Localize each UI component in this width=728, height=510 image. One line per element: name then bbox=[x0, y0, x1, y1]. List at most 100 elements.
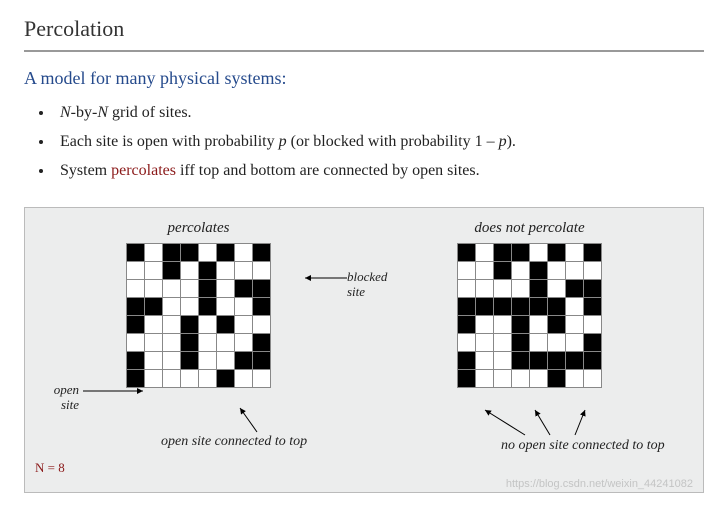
grid-cell bbox=[181, 244, 199, 262]
grid-no-percolate: does not percolate bbox=[457, 220, 602, 388]
bullet-1-post: grid of sites. bbox=[108, 104, 192, 121]
grid-cell bbox=[566, 280, 584, 298]
not-connected-label: no open site connected to top bbox=[501, 438, 665, 454]
grid-cell bbox=[530, 262, 548, 280]
grid-cell bbox=[584, 352, 602, 370]
grid-cell bbox=[235, 244, 253, 262]
grid-cell bbox=[458, 262, 476, 280]
grid-cell bbox=[127, 262, 145, 280]
grid-cell bbox=[145, 262, 163, 280]
grid-cell bbox=[458, 352, 476, 370]
grid-cell bbox=[512, 280, 530, 298]
bullet-2-p: p bbox=[279, 133, 287, 150]
grid-cell bbox=[512, 352, 530, 370]
grid-cell bbox=[530, 370, 548, 388]
grid-cell bbox=[458, 370, 476, 388]
grid-cell bbox=[566, 352, 584, 370]
grid-cell bbox=[163, 262, 181, 280]
grid-cell bbox=[163, 352, 181, 370]
grid-cell bbox=[476, 262, 494, 280]
grid-cell bbox=[512, 334, 530, 352]
grid-cell bbox=[163, 280, 181, 298]
grid-cell bbox=[181, 370, 199, 388]
grid-cell bbox=[217, 298, 235, 316]
grid-cell bbox=[548, 280, 566, 298]
grid-cell bbox=[199, 334, 217, 352]
bullet-2-p2: p bbox=[499, 133, 507, 150]
bullet-3: System percolates iff top and bottom are… bbox=[54, 157, 704, 186]
bullet-3-post: iff top and bottom are connected by open… bbox=[176, 162, 480, 179]
grid-cell bbox=[235, 280, 253, 298]
grid-cell bbox=[548, 334, 566, 352]
grid-cell bbox=[494, 280, 512, 298]
grid-cell bbox=[458, 298, 476, 316]
grid-cell bbox=[163, 334, 181, 352]
bullet-2: Each site is open with probability p (or… bbox=[54, 128, 704, 157]
grid-cell bbox=[476, 370, 494, 388]
grid-cell bbox=[145, 298, 163, 316]
grid-cell bbox=[145, 370, 163, 388]
grid-cell bbox=[530, 298, 548, 316]
grid-cell bbox=[530, 316, 548, 334]
grid-cell bbox=[145, 334, 163, 352]
grid-cell bbox=[458, 316, 476, 334]
grid-cell bbox=[494, 262, 512, 280]
grid-cell bbox=[199, 352, 217, 370]
grid-cell bbox=[494, 298, 512, 316]
grid-cell bbox=[253, 298, 271, 316]
grid-cell bbox=[199, 298, 217, 316]
grid-cell bbox=[584, 316, 602, 334]
grid-cell bbox=[235, 262, 253, 280]
grid-cell bbox=[584, 334, 602, 352]
grid-cell bbox=[163, 370, 181, 388]
grid-cell bbox=[548, 262, 566, 280]
grid-cell bbox=[458, 244, 476, 262]
grid-cell bbox=[584, 244, 602, 262]
bullet-2-post: ). bbox=[507, 133, 516, 150]
grid-cell bbox=[548, 298, 566, 316]
grid-cell bbox=[512, 262, 530, 280]
watermark: https://blog.csdn.net/weixin_44241082 bbox=[506, 478, 693, 490]
grid-cell bbox=[181, 298, 199, 316]
grid-cell bbox=[566, 298, 584, 316]
grid-cell bbox=[548, 316, 566, 334]
grid-cell bbox=[584, 370, 602, 388]
grid-cell bbox=[235, 298, 253, 316]
grid-2-title: does not percolate bbox=[457, 220, 602, 237]
grid-cell bbox=[127, 298, 145, 316]
grid-cell bbox=[235, 334, 253, 352]
bullet-3-pre: System bbox=[60, 162, 111, 179]
bullet-1-mid: -by- bbox=[71, 104, 98, 121]
grid-cell bbox=[127, 244, 145, 262]
grid-cell bbox=[512, 316, 530, 334]
grid-cell bbox=[476, 280, 494, 298]
bullet-3-perc: percolates bbox=[111, 162, 176, 179]
bullet-1: N-by-N grid of sites. bbox=[54, 99, 704, 128]
grid-cell bbox=[584, 280, 602, 298]
grid-cell bbox=[512, 298, 530, 316]
grid-cell bbox=[163, 316, 181, 334]
grid-cell bbox=[476, 334, 494, 352]
grid-cell bbox=[494, 370, 512, 388]
grid-cell bbox=[217, 334, 235, 352]
open-site-label: opensite bbox=[23, 383, 79, 412]
figure-panel: percolates does not percolate blockedsit… bbox=[24, 207, 704, 493]
grid-1-title: percolates bbox=[126, 220, 271, 237]
grid-cell bbox=[253, 280, 271, 298]
grid-cell bbox=[217, 370, 235, 388]
grid-cell bbox=[163, 244, 181, 262]
grid-cell bbox=[217, 280, 235, 298]
grid-cell bbox=[548, 352, 566, 370]
grid-cell bbox=[476, 316, 494, 334]
n-label: N = 8 bbox=[35, 460, 65, 476]
grid-cell bbox=[584, 298, 602, 316]
grid-cell bbox=[127, 316, 145, 334]
grid-cell bbox=[181, 262, 199, 280]
grid-cell bbox=[253, 316, 271, 334]
grid-percolates: percolates bbox=[126, 220, 271, 388]
grid-cell bbox=[494, 334, 512, 352]
grid-cell bbox=[181, 334, 199, 352]
grid-cell bbox=[127, 280, 145, 298]
grid-cell bbox=[530, 352, 548, 370]
grid-cell bbox=[566, 370, 584, 388]
